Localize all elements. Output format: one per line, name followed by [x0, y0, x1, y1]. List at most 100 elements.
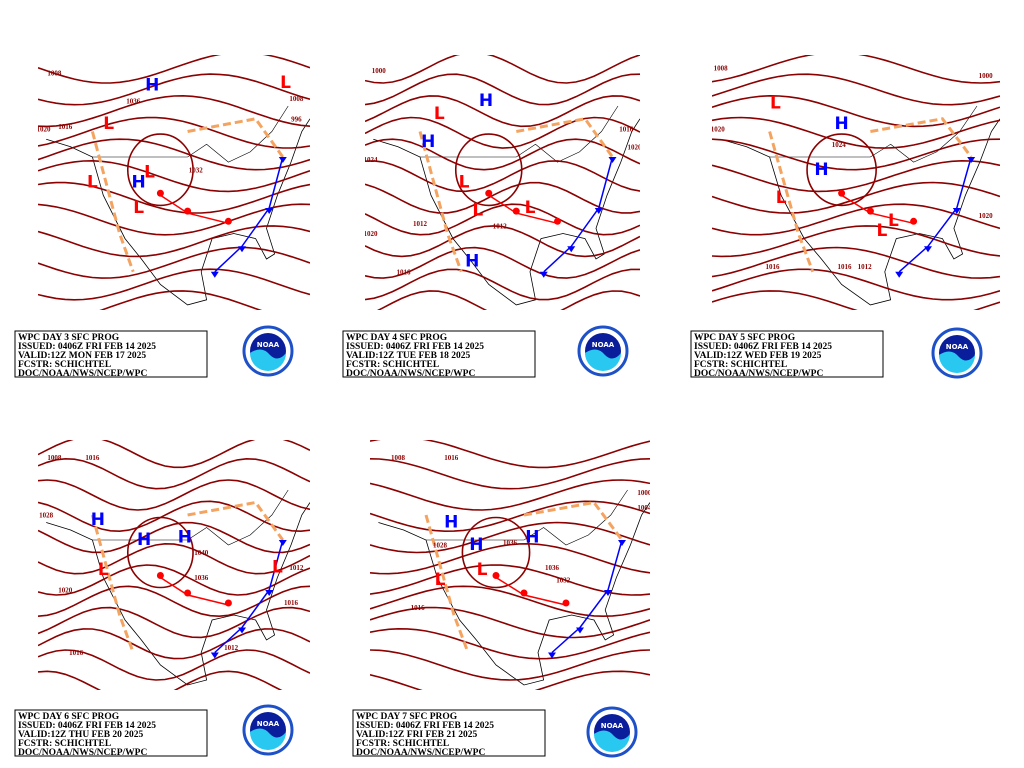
isobar: [712, 159, 1000, 193]
trough: [187, 500, 285, 541]
cold-front: [898, 156, 972, 273]
isobar: [38, 268, 310, 301]
isobar: [370, 500, 650, 533]
warm-front: [488, 194, 558, 225]
isobar: [370, 542, 650, 575]
front-symbol: [512, 207, 520, 215]
isobar-label: 1016: [837, 263, 852, 271]
front-symbol: [224, 599, 232, 607]
high-center: H: [469, 535, 483, 555]
isobar: [365, 181, 640, 214]
isobar-label: 1036: [194, 574, 209, 582]
trough: [90, 514, 135, 654]
cold-front: [214, 156, 284, 273]
low-center: L: [272, 558, 283, 578]
low-center: L: [98, 560, 109, 580]
high-center: H: [132, 173, 146, 193]
isobar: [38, 73, 310, 106]
high-center: H: [444, 513, 458, 533]
front-symbol: [608, 157, 617, 163]
isobar: [38, 628, 310, 660]
front-symbol: [210, 271, 219, 278]
isobar: [712, 73, 1000, 106]
isobar-label: 1012: [413, 220, 428, 228]
border: [426, 489, 628, 546]
isobar: [365, 95, 640, 128]
high-center: H: [814, 160, 828, 180]
caption-line: WPC DAY 3 SFC PROG: [18, 333, 120, 343]
isobar-label: 1016: [85, 454, 100, 462]
logo-wave: [250, 728, 286, 750]
front-symbol: [238, 627, 246, 634]
isobar-label: 1008: [47, 69, 62, 77]
caption-line: FCSTR: SCHICHTEL: [18, 360, 111, 370]
caption-line: VALID:12Z MON FEB 17 2025: [18, 351, 146, 361]
front-symbol: [562, 599, 570, 607]
high-center: H: [834, 114, 848, 134]
isobar: [370, 627, 650, 660]
cold-front: [214, 539, 284, 654]
map: H H H L L 1008 1016 1028 1020 1016 1040 1036 1012 101…: [38, 440, 310, 690]
isobar-label: 1012: [224, 644, 239, 652]
front-symbol: [156, 572, 164, 579]
caption-box: [342, 330, 536, 378]
front-symbol: [567, 246, 576, 253]
isobar: [370, 585, 650, 618]
high-center: H: [465, 252, 479, 272]
front-symbol: [576, 627, 584, 634]
caption-line: VALID:12Z FRI FEB 21 2025: [356, 730, 477, 740]
isobar-label: 1032: [556, 577, 571, 585]
logo-text: NOAA: [601, 722, 624, 730]
front-symbol: [265, 208, 274, 214]
isobar-label: 1016: [765, 263, 780, 271]
isobar: [454, 133, 523, 207]
isobar: [38, 479, 310, 511]
coastline: [46, 118, 310, 306]
logo-text: NOAA: [257, 720, 280, 728]
isobar: [712, 94, 1000, 128]
coastline: [378, 502, 650, 686]
isobar-label: 1016: [619, 126, 634, 134]
front-symbol: [265, 590, 274, 596]
high-center: H: [178, 528, 192, 548]
front-symbol: [520, 589, 528, 597]
isobar: [370, 606, 650, 639]
trough: [424, 514, 470, 654]
isobar: [712, 290, 1000, 310]
front-symbol: [910, 217, 918, 225]
logo-wave: [250, 349, 286, 371]
trough: [187, 117, 285, 158]
high-center: H: [525, 528, 539, 548]
isobar: [365, 203, 640, 236]
front-symbol: [866, 207, 874, 215]
trough: [418, 131, 463, 273]
front-symbol: [594, 208, 603, 214]
front-symbol: [184, 207, 192, 215]
isobar: [712, 55, 1000, 84]
isobar: [365, 160, 640, 193]
logo-text: NOAA: [592, 341, 615, 349]
isobar-label: 1012: [858, 263, 873, 271]
coastline: [373, 118, 640, 306]
isobar-label: 1016: [397, 268, 412, 276]
front-symbol: [238, 246, 246, 253]
isobar: [365, 116, 640, 149]
caption-line: WPC DAY 7 SFC PROG: [356, 712, 458, 722]
high-center: H: [479, 91, 493, 111]
isobar-label: 1020: [364, 230, 379, 238]
isobar: [365, 138, 640, 171]
isobar: [370, 564, 650, 596]
isobar-label: 1020: [36, 126, 51, 134]
caption-line: FCSTR: SCHICHTEL: [694, 360, 787, 370]
front-symbol: [967, 157, 976, 163]
isobar-label: 1036: [545, 564, 560, 572]
isobar-label: 1040: [194, 549, 209, 557]
front-symbol: [539, 271, 548, 278]
low-center: L: [888, 211, 899, 231]
isobar: [38, 670, 283, 690]
isobar: [461, 516, 531, 589]
